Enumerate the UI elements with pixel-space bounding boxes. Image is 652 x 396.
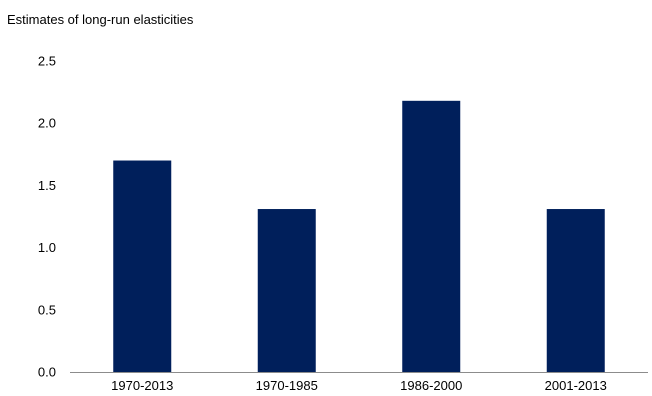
bar-2001-2013 bbox=[546, 209, 605, 372]
bar-1970-2013 bbox=[113, 160, 172, 372]
chart-title: Estimates of long-run elasticities bbox=[7, 12, 194, 27]
y-tick-label: 2.5 bbox=[38, 54, 56, 69]
x-tick-label: 1986-2000 bbox=[400, 378, 462, 393]
y-tick-label: 0.0 bbox=[38, 365, 56, 380]
bars bbox=[113, 100, 605, 373]
x-tick-label: 1970-2013 bbox=[111, 378, 173, 393]
x-tick-label: 1970-1985 bbox=[256, 378, 318, 393]
bar-1986-2000 bbox=[402, 100, 461, 373]
bar-1970-1985 bbox=[257, 209, 316, 372]
x-tick-label: 2001-2013 bbox=[545, 378, 607, 393]
y-tick-label: 2.0 bbox=[38, 116, 56, 131]
y-tick-label: 1.0 bbox=[38, 240, 56, 255]
y-tick-label: 1.5 bbox=[38, 178, 56, 193]
x-axis-ticks: 1970-2013 1970-1985 1986-2000 2001-2013 bbox=[111, 378, 607, 393]
y-tick-label: 0.5 bbox=[38, 302, 56, 317]
y-axis-ticks: 0.0 0.5 1.0 1.5 2.0 2.5 bbox=[38, 54, 56, 380]
